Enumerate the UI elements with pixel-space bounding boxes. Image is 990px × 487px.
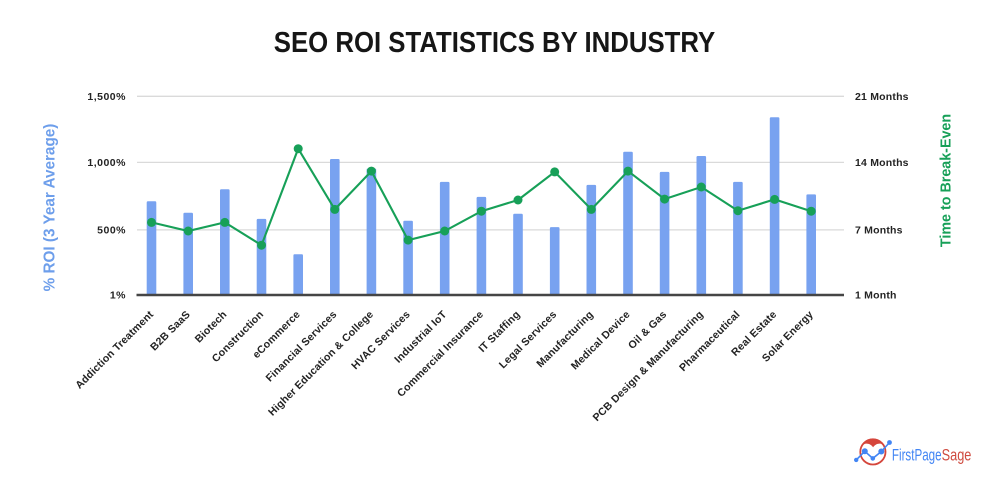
svg-text:1%: 1% (110, 290, 126, 302)
svg-text:Sage: Sage (942, 445, 972, 464)
svg-text:1,500%: 1,500% (87, 91, 126, 103)
svg-text:14 Months: 14 Months (855, 157, 909, 169)
svg-text:500%: 500% (97, 225, 126, 237)
svg-text:7 Months: 7 Months (855, 225, 903, 237)
svg-text:FirstPage: FirstPage (892, 445, 942, 464)
svg-text:SEO ROI STATISTICS BY INDUSTRY: SEO ROI STATISTICS BY INDUSTRY (274, 27, 716, 59)
svg-text:1 Month: 1 Month (855, 290, 897, 302)
svg-text:1,000%: 1,000% (87, 157, 126, 169)
svg-text:% ROI (3 Year Average): % ROI (3 Year Average) (41, 124, 58, 292)
svg-text:21 Months: 21 Months (855, 91, 909, 103)
svg-text:Time to Break-Even: Time to Break-Even (939, 114, 955, 247)
